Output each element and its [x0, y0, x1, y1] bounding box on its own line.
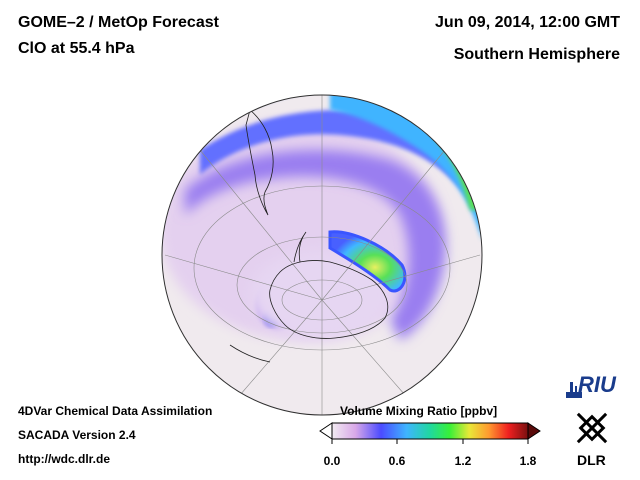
footer-url[interactable]: http://wdc.dlr.de [18, 452, 110, 466]
colorbar-over-arrow [527, 422, 541, 440]
globe-border [161, 94, 483, 416]
map-title: GOME–2 / MetOp Forecast [18, 14, 219, 31]
map-region: Southern Hemisphere [453, 46, 620, 63]
colorbar-tick: 1.8 [519, 454, 537, 468]
footer-line-1: 4DVar Chemical Data Assimilation [18, 404, 213, 418]
footer-line-2: SACADA Version 2.4 [18, 428, 136, 442]
dlr-logo-text: DLR [577, 452, 606, 468]
colorbar-tick: 0.0 [323, 454, 341, 468]
dlr-logo [576, 412, 608, 444]
colorbar-label: Volume Mixing Ratio [ppbv] [340, 404, 498, 418]
map-quantity: ClO at 55.4 hPa [18, 40, 135, 57]
colorbar-gradient [331, 422, 529, 440]
riu-logo-text: RIU [578, 372, 616, 397]
map-datetime: Jun 09, 2014, 12:00 GMT [435, 14, 620, 31]
colorbar-under-arrow [319, 422, 333, 440]
graticule [164, 95, 481, 415]
colorbar [319, 422, 541, 444]
riu-logo-glyph [566, 382, 582, 398]
colorbar-tick: 1.2 [454, 454, 472, 468]
colorbar-tick: 0.6 [388, 454, 406, 468]
